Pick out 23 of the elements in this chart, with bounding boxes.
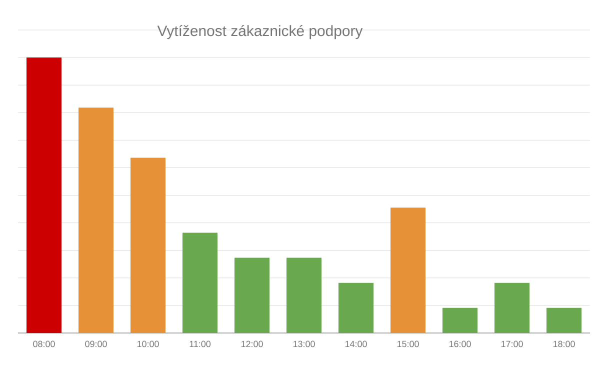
x-tick-label: 16:00 [449,340,471,348]
x-tick-label: 11:00 [190,340,211,348]
x-tick-label: 18:00 [553,340,575,348]
bar [546,308,582,333]
x-tick-label: 14:00 [345,340,367,348]
bar [234,258,270,333]
bar [338,282,374,333]
bar [26,58,62,333]
x-tick-label: 17:00 [501,340,523,348]
x-tick-label: 08:00 [33,340,55,348]
x-tick-label: 13:00 [293,340,315,348]
x-tick-label: 09:00 [85,340,107,348]
bar [130,158,166,333]
bar [494,282,530,333]
x-tick-label: 12:00 [241,340,263,348]
bar [390,208,426,333]
bar [286,258,322,333]
x-tick-label: 10:00 [137,340,159,348]
x-tick-label: 15:00 [397,340,419,348]
bar [182,232,218,333]
bar [78,108,114,333]
bar [442,308,478,333]
chart-title: Vytíženost zákaznické podpory [157,24,363,40]
